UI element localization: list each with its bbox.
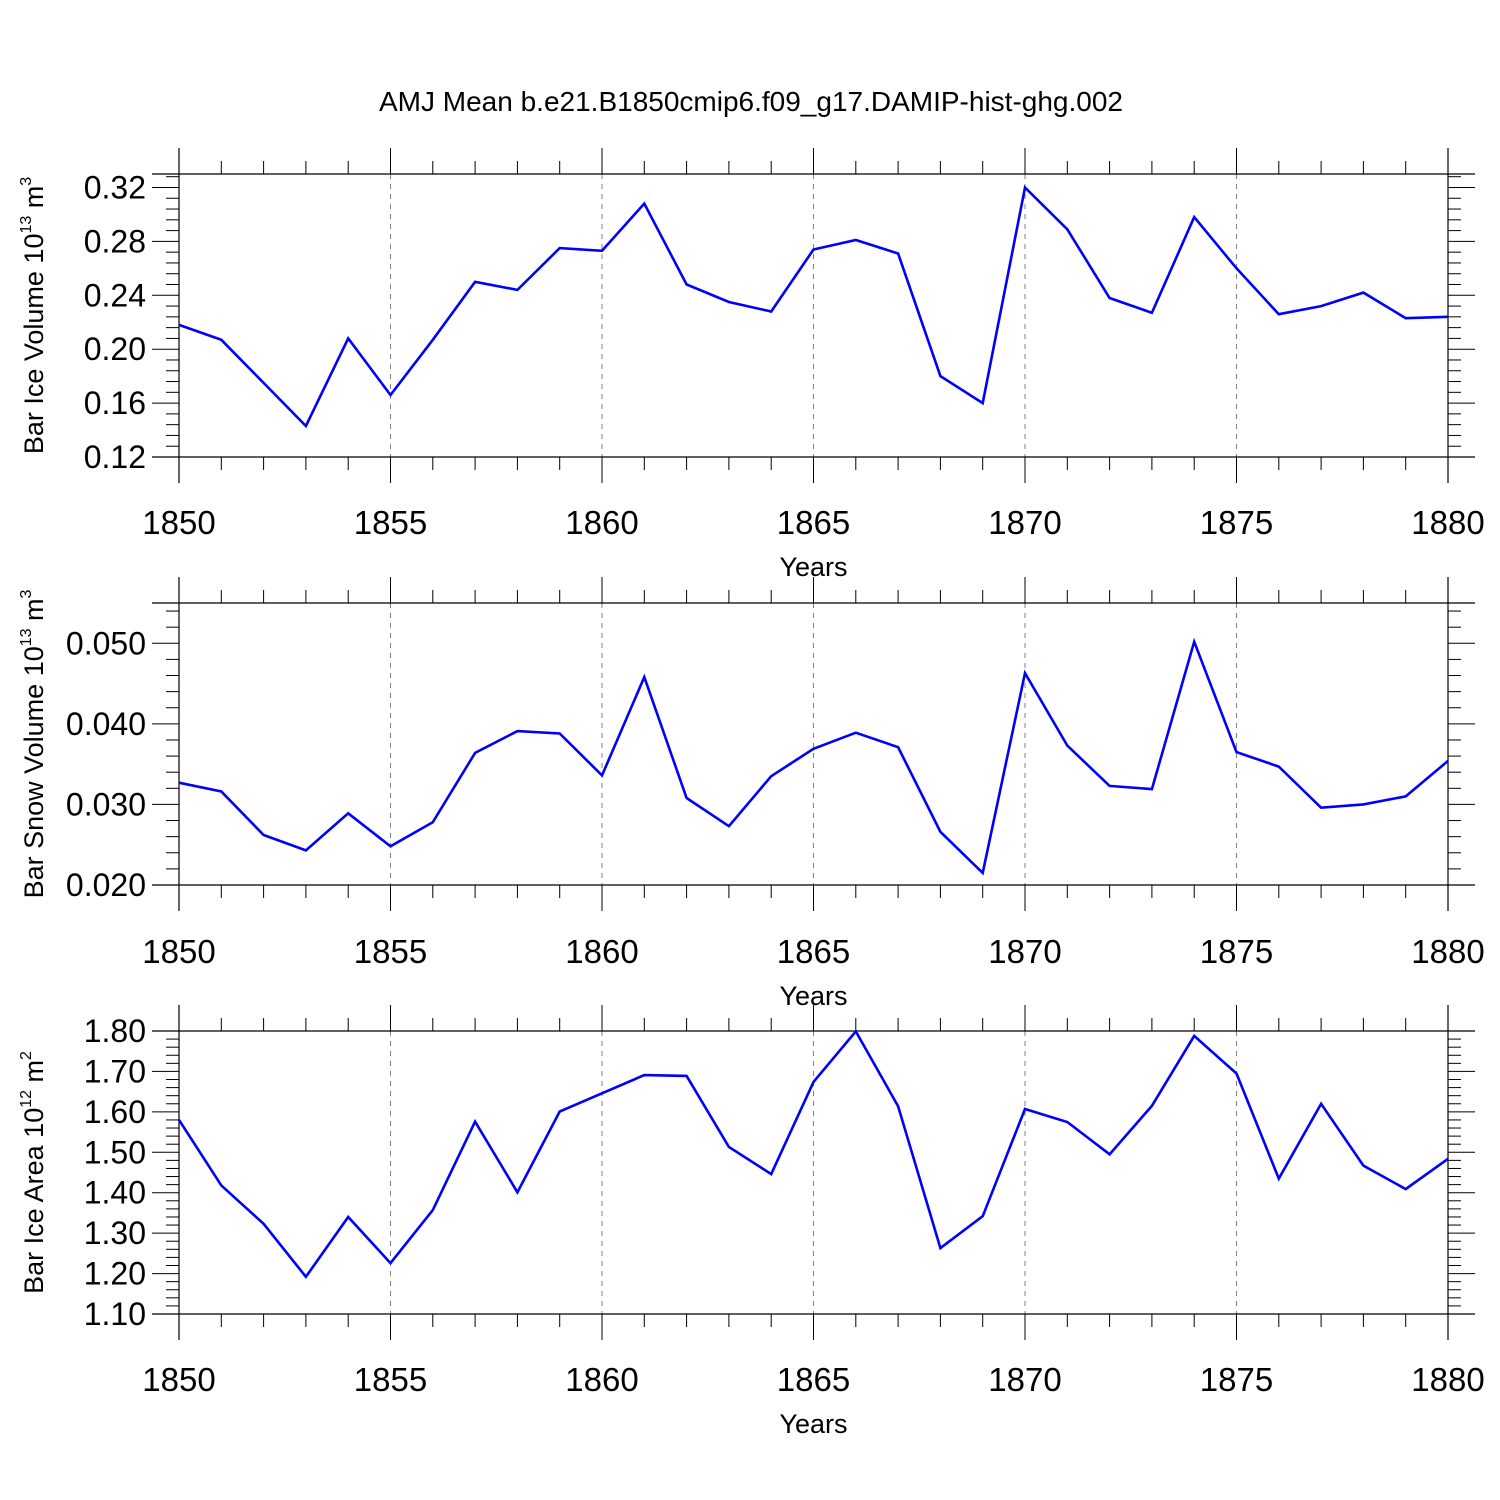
series-line	[178, 637, 1449, 876]
y-tick-label: 1.20	[84, 1256, 146, 1292]
x-tick-label: 1860	[565, 933, 638, 970]
y-tick-label: 0.030	[66, 786, 146, 822]
y-tick-label: 1.80	[84, 1013, 146, 1049]
y-tick-label: 1.60	[84, 1094, 146, 1130]
y-tick-label: 0.050	[66, 625, 146, 661]
x-tick-label: 1850	[142, 933, 215, 970]
y-tick-label: 0.24	[84, 277, 146, 313]
x-tick-label: 1860	[565, 1361, 638, 1398]
x-tick-label: 1850	[142, 504, 215, 541]
panel-1: 0.12 0.16 0.20 0.24 0.28 0.32 1850 1855 1860 1865…	[18, 148, 1485, 582]
series-line	[177, 1029, 1449, 1279]
y-tick-label: 0.20	[84, 331, 146, 367]
x-tick-label: 1880	[1411, 1361, 1484, 1398]
y-tick-label: 1.40	[84, 1175, 146, 1211]
x-tick-label: 1880	[1411, 933, 1484, 970]
x-tick-label: 1865	[777, 1361, 850, 1398]
x-tick-label: 1865	[777, 933, 850, 970]
x-axis-label: Years	[779, 1409, 847, 1439]
y-axis-label: Bar Snow Volume 1013 m3	[18, 589, 49, 898]
y-tick-label: 0.020	[66, 867, 146, 903]
y-axis-label: Bar Ice Area 1012 m2	[18, 1051, 49, 1294]
panels: 0.12 0.16 0.20 0.24 0.28 0.32 1850 1855 1860 1865…	[18, 148, 1485, 1439]
x-tick-label: 1875	[1200, 933, 1273, 970]
y-tick-label: 1.70	[84, 1053, 146, 1089]
x-tick-label: 1875	[1200, 504, 1273, 541]
x-tick-label: 1855	[354, 504, 427, 541]
x-tick-label: 1870	[988, 1361, 1061, 1398]
x-tick-label: 1860	[565, 504, 638, 541]
panel-3: 1.10 1.20 1.30 1.40 1.50 1.60 1.70 1.80 1850 1855…	[18, 1005, 1485, 1439]
panel-2: 0.020 0.030 0.040 0.050 1850 1855 1860 1865 1870…	[18, 577, 1485, 1011]
y-tick-label: 0.040	[66, 706, 146, 742]
x-tick-label: 1855	[354, 933, 427, 970]
x-tick-label: 1870	[988, 504, 1061, 541]
series-line	[178, 184, 1449, 429]
y-tick-label: 0.16	[84, 385, 146, 421]
chart-title: AMJ Mean b.e21.B1850cmip6.f09_g17.DAMIP-…	[379, 86, 1123, 117]
x-tick-label: 1870	[988, 933, 1061, 970]
x-tick-label: 1865	[777, 504, 850, 541]
x-tick-label: 1855	[354, 1361, 427, 1398]
y-axis-label: Bar Ice Volume 1013 m3	[18, 177, 49, 454]
y-tick-label: 1.50	[84, 1134, 146, 1170]
x-tick-label: 1880	[1411, 504, 1484, 541]
x-tick-label: 1875	[1200, 1361, 1273, 1398]
y-tick-label: 0.12	[84, 439, 146, 475]
x-tick-label: 1850	[142, 1361, 215, 1398]
y-tick-label: 0.28	[84, 223, 146, 259]
y-tick-label: 1.10	[84, 1296, 146, 1332]
y-tick-label: 1.30	[84, 1215, 146, 1251]
y-tick-label: 0.32	[84, 169, 146, 205]
